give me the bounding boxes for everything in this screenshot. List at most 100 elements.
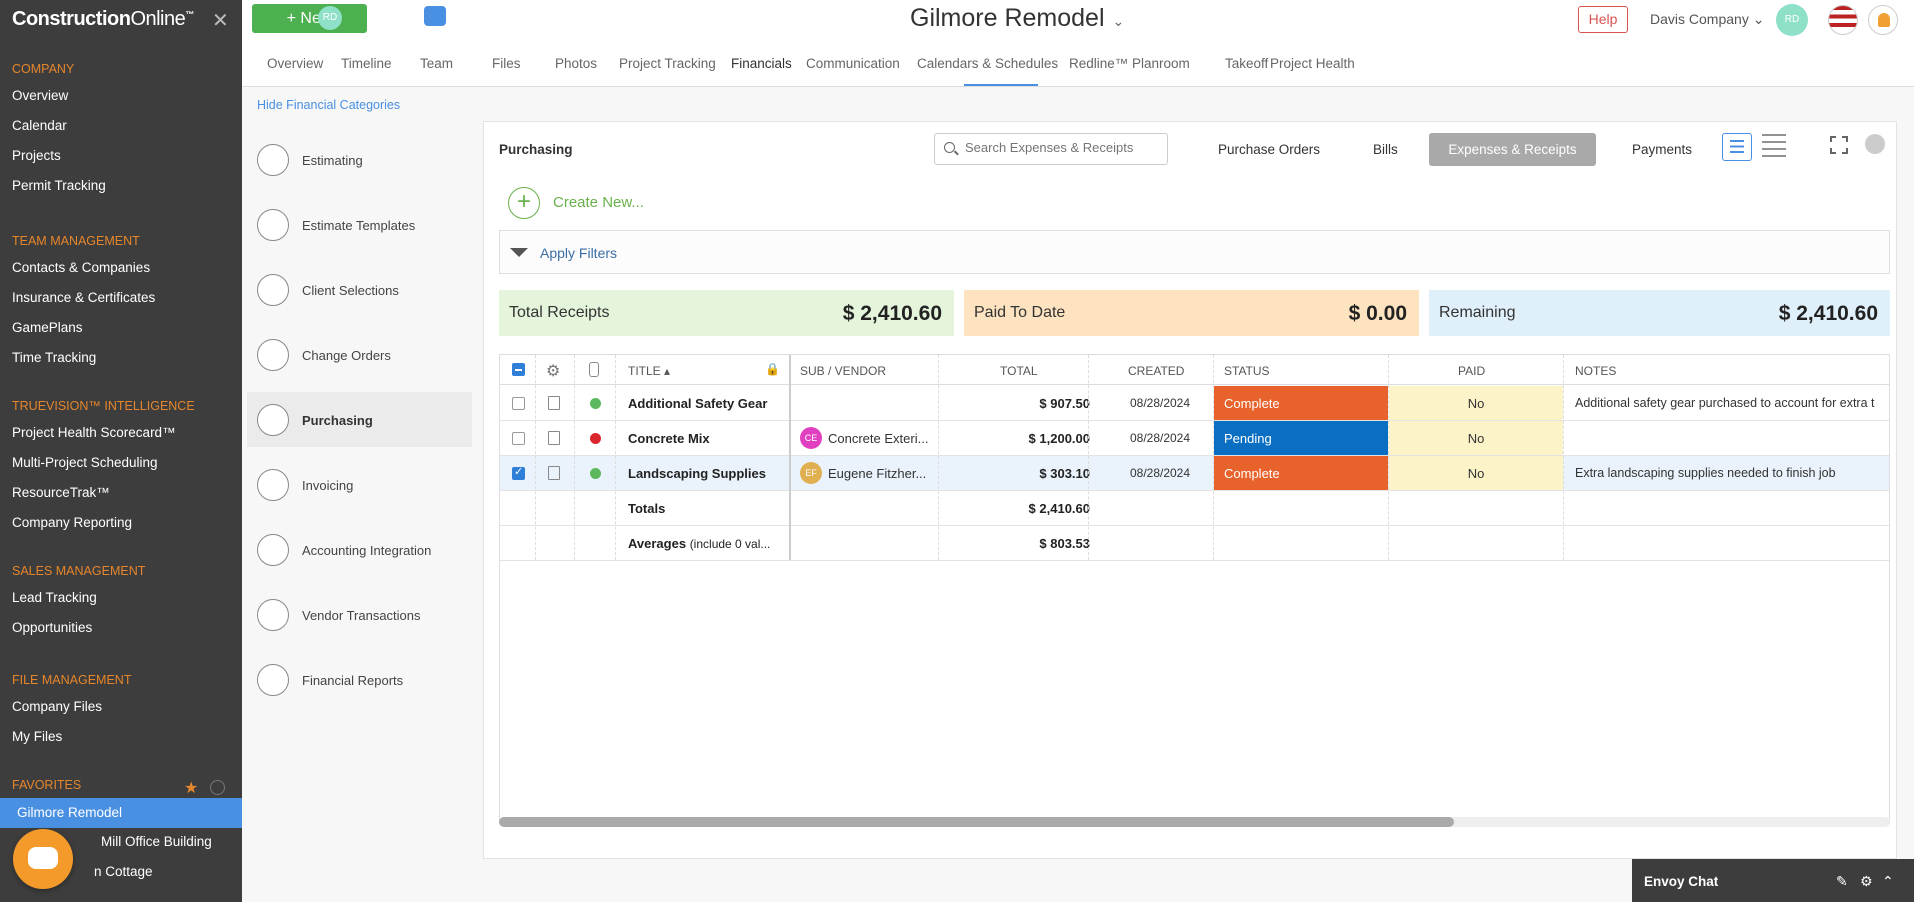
scrollbar-thumb[interactable] (499, 817, 1454, 827)
list-view-icon[interactable] (1722, 133, 1752, 161)
row-title[interactable]: Landscaping Supplies (628, 466, 766, 481)
search-input[interactable] (965, 140, 1160, 155)
sidebar-item-n-cottage[interactable]: n Cottage (94, 864, 153, 879)
row-vendor[interactable]: EF Eugene Fitzher... (800, 462, 938, 484)
category-vendor-transactions[interactable]: Vendor Transactions (247, 587, 472, 642)
category-estimating[interactable]: Estimating (247, 132, 472, 187)
company-selector[interactable]: Davis Company ⌄ (1650, 11, 1765, 27)
user-avatar[interactable]: RD (1776, 4, 1808, 36)
row-status[interactable]: Pending (1214, 421, 1388, 455)
new-button[interactable]: + New (252, 4, 367, 33)
row-paid[interactable]: No (1389, 456, 1563, 490)
avatar[interactable]: RD (318, 6, 342, 30)
sidebar-item-mill-office-building[interactable]: Mill Office Building (101, 834, 212, 849)
col-created[interactable]: CREATED (1128, 364, 1185, 378)
category-change-orders[interactable]: Change Orders (247, 327, 472, 382)
table-row[interactable]: Additional Safety Gear $ 907.50 08/28/2024… (500, 386, 1889, 421)
tab-redline-planroom[interactable]: Redline™ Planroom (1069, 56, 1190, 71)
sidebar-item-resourcetrak[interactable]: ResourceTrak™ (12, 485, 110, 500)
tab-takeoff[interactable]: Takeoff (1225, 56, 1269, 71)
col-title[interactable]: TITLE ▴ (628, 364, 671, 378)
sidebar-item-gameplans[interactable]: GamePlans (12, 320, 83, 335)
sidebar-item-calendar[interactable]: Calendar (12, 118, 67, 133)
row-checkbox[interactable] (512, 432, 525, 445)
table-row[interactable]: Concrete Mix CE Concrete Exteri... $ 1,200.… (500, 421, 1889, 456)
chevron-up-icon[interactable]: ⌃ (1882, 873, 1894, 889)
table-row[interactable]: Landscaping Supplies EF Eugene Fitzher... $… (500, 456, 1889, 491)
envoy-chat-bar[interactable]: Envoy Chat ✎ ⚙ ⌃ (1632, 859, 1914, 902)
category-estimate-templates[interactable]: Estimate Templates (247, 197, 472, 252)
hide-categories-link[interactable]: Hide Financial Categories (257, 98, 401, 112)
gear-icon[interactable]: ⚙ (546, 363, 561, 380)
row-status[interactable]: Complete (1214, 386, 1388, 420)
tab-photos[interactable]: Photos (555, 56, 598, 71)
col-paid[interactable]: PAID (1458, 364, 1486, 378)
tab-financials[interactable]: Financials (731, 56, 792, 71)
search-box[interactable] (934, 133, 1168, 165)
gear-icon[interactable]: ⚙ (1860, 873, 1873, 889)
star-icon[interactable]: ★ (184, 780, 199, 797)
favorite-item-gilmore-remodel[interactable]: Gilmore Remodel (0, 798, 242, 828)
sidebar-item-opportunities[interactable]: Opportunities (12, 620, 93, 635)
flag-icon[interactable] (1828, 5, 1858, 35)
sidebar-item-contacts-companies[interactable]: Contacts & Companies (12, 260, 151, 275)
document-icon[interactable] (548, 431, 560, 445)
compose-icon[interactable]: ✎ (1836, 873, 1848, 889)
brand-logo[interactable]: ConstructionOnline™ (12, 8, 194, 30)
close-icon[interactable]: ✕ (212, 10, 229, 32)
select-all-checkbox[interactable] (512, 363, 525, 376)
tab-payments[interactable]: Payments (1632, 142, 1693, 157)
message-icon[interactable] (424, 6, 446, 26)
row-title[interactable]: Concrete Mix (628, 431, 710, 446)
sidebar-item-overview[interactable]: Overview (12, 88, 69, 103)
clock-icon[interactable] (210, 780, 225, 795)
bell-icon[interactable] (1868, 5, 1898, 35)
tab-team[interactable]: Team (420, 56, 454, 71)
fullscreen-icon[interactable] (1830, 136, 1848, 154)
project-title[interactable]: Gilmore Remodel ⌄ (910, 4, 1125, 32)
category-purchasing[interactable]: Purchasing (247, 392, 472, 447)
row-vendor[interactable]: CE Concrete Exteri... (800, 427, 938, 449)
col-total[interactable]: TOTAL (1000, 364, 1038, 378)
status-light-icon[interactable] (589, 362, 599, 377)
support-chat-icon[interactable] (13, 829, 73, 889)
row-paid[interactable]: No (1389, 421, 1563, 455)
sidebar-item-my-files[interactable]: My Files (12, 729, 63, 744)
sidebar-item-multi-project-scheduling[interactable]: Multi-Project Scheduling (12, 455, 158, 470)
col-status[interactable]: STATUS (1224, 364, 1270, 378)
horizontal-scrollbar[interactable] (499, 817, 1890, 827)
tab-expenses-receipts[interactable]: Expenses & Receipts (1429, 133, 1596, 166)
col-notes[interactable]: NOTES (1575, 364, 1617, 378)
more-icon[interactable] (1865, 134, 1885, 154)
detail-view-icon[interactable] (1762, 134, 1786, 158)
category-financial-reports[interactable]: Financial Reports (247, 652, 472, 707)
tab-calendars-schedules[interactable]: Calendars & Schedules (917, 56, 1059, 71)
row-title[interactable]: Additional Safety Gear (628, 396, 768, 411)
tab-timeline[interactable]: Timeline (341, 56, 392, 71)
sidebar-item-project-health-scorecard[interactable]: Project Health Scorecard™ (12, 425, 176, 440)
sidebar-item-permit-tracking[interactable]: Permit Tracking (12, 178, 106, 193)
document-icon[interactable] (548, 466, 560, 480)
sidebar-item-insurance-certificates[interactable]: Insurance & Certificates (12, 290, 156, 305)
sidebar-item-projects[interactable]: Projects (12, 148, 61, 163)
sidebar-item-company-files[interactable]: Company Files (12, 699, 103, 714)
row-status[interactable]: Complete (1214, 456, 1388, 490)
sidebar-item-time-tracking[interactable]: Time Tracking (12, 350, 97, 365)
tab-files[interactable]: Files (492, 56, 521, 71)
help-button[interactable]: Help (1578, 6, 1628, 33)
tab-bills[interactable]: Bills (1373, 142, 1398, 157)
tab-overview[interactable]: Overview (267, 56, 324, 71)
tab-project-health[interactable]: Project Health (1270, 56, 1355, 71)
category-invoicing[interactable]: Invoicing (247, 457, 472, 512)
sidebar-item-company-reporting[interactable]: Company Reporting (12, 515, 133, 530)
row-checkbox[interactable] (512, 465, 525, 480)
document-icon[interactable] (548, 396, 560, 410)
apply-filters-bar[interactable]: Apply Filters (499, 230, 1890, 274)
lock-icon[interactable]: 🔒 (765, 362, 780, 376)
category-client-selections[interactable]: Client Selections (247, 262, 472, 317)
row-checkbox[interactable] (512, 397, 525, 410)
tab-purchase-orders[interactable]: Purchase Orders (1218, 142, 1321, 157)
category-accounting-integration[interactable]: Accounting Integration (247, 522, 472, 577)
col-vendor[interactable]: SUB / VENDOR (800, 364, 887, 378)
sidebar-item-lead-tracking[interactable]: Lead Tracking (12, 590, 97, 605)
